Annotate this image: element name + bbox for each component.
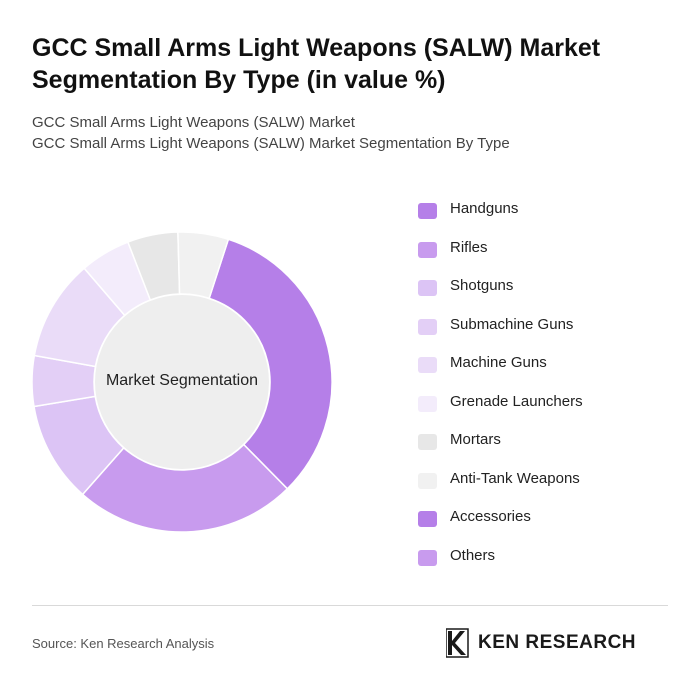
- footer-divider: [32, 605, 668, 606]
- chart-subtitle-market: GCC Small Arms Light Weapons (SALW) Mark…: [32, 114, 355, 131]
- brand-name: KEN RESEARCH: [478, 632, 637, 653]
- legend-label: Grenade Launchers: [450, 392, 583, 410]
- brand-logo: KEN RESEARCH: [446, 628, 670, 658]
- legend-swatch: [418, 280, 437, 296]
- legend-item-mortars: Mortars: [418, 429, 678, 451]
- legend-label: Handguns: [450, 200, 519, 217]
- legend-item-shotguns: Shotguns: [418, 275, 678, 297]
- legend-swatch: [418, 357, 437, 373]
- legend-swatch: [418, 395, 437, 412]
- donut-chart: [31, 231, 333, 533]
- legend-label: Anti-Tank Weapons: [450, 469, 580, 487]
- legend-label: Submachine Guns: [450, 315, 574, 333]
- legend-item-submachine-guns: Submachine Guns: [418, 314, 678, 336]
- donut-hole: [95, 295, 269, 469]
- legend-item-handguns: Handguns: [418, 198, 678, 220]
- legend-item-grenade-launchers: Grenade Launchers: [418, 391, 678, 413]
- legend-label: Accessories: [450, 508, 531, 525]
- ken-research-logo-icon: [446, 628, 469, 658]
- legend-label: Mortars: [450, 431, 501, 448]
- donut-slice-handguns: [208, 238, 333, 490]
- legend-swatch: [418, 318, 437, 335]
- chart-subtitle-segmentation: GCC Small Arms Light Weapons (SALW) Mark…: [32, 135, 510, 152]
- legend-item-rifles: Rifles: [418, 237, 678, 259]
- chart-title: GCC Small Arms Light Weapons (SALW) Mark…: [32, 34, 601, 94]
- legend-swatch: [418, 549, 437, 566]
- source-note: Source: Ken Research Analysis: [32, 636, 215, 651]
- legend-swatch: [418, 434, 437, 450]
- legend-item-others: Others: [418, 545, 678, 567]
- legend-label: Others: [450, 546, 496, 564]
- legend-item-anti-tank-weapons: Anti-Tank Weapons: [418, 468, 678, 490]
- legend-swatch: [418, 203, 437, 219]
- legend-swatch: [418, 472, 437, 489]
- legend-item-accessories: Accessories: [418, 506, 678, 528]
- legend-label: Shotguns: [450, 277, 514, 294]
- donut-slice-anti-tank-weapons: [177, 231, 230, 300]
- legend-label: Machine Guns: [450, 354, 547, 371]
- donut-center-label: Market Segmentation: [105, 372, 259, 389]
- legend-label: Rifles: [450, 238, 488, 256]
- legend-swatch: [418, 241, 437, 258]
- legend-swatch: [418, 511, 437, 527]
- legend-item-machine-guns: Machine Guns: [418, 352, 678, 374]
- donut-slice-rifles: [81, 443, 289, 533]
